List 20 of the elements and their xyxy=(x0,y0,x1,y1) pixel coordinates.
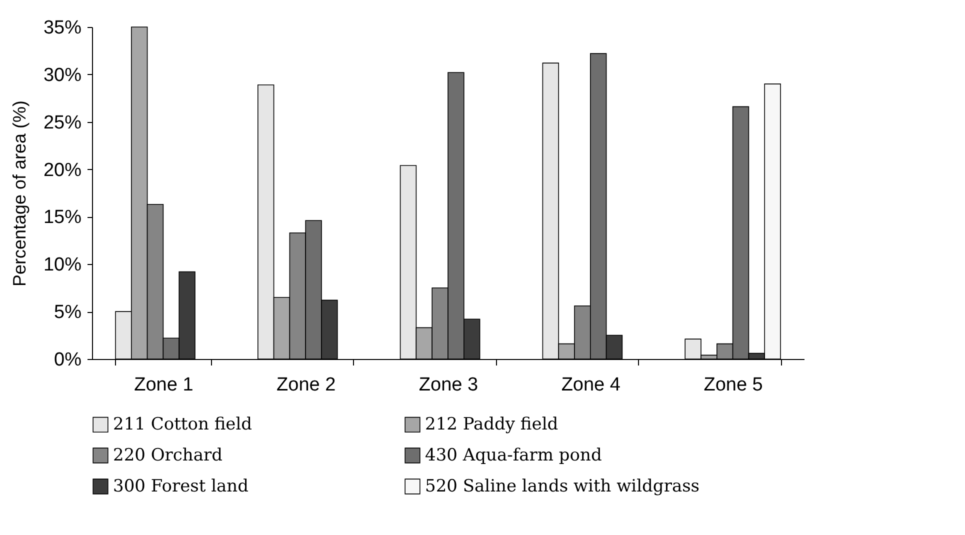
x-tick-label: Zone 4 xyxy=(561,374,621,396)
y-tick-label: 35% xyxy=(43,18,82,38)
legend-label: 211 Cotton field xyxy=(113,414,252,435)
x-tick-label: Zone 3 xyxy=(418,374,478,396)
legend-label: 300 Forest land xyxy=(113,476,249,496)
y-tick-label: 20% xyxy=(43,160,82,181)
legend-label: 212 Paddy field xyxy=(425,414,558,435)
legend-label: 520 Saline lands with wildgrass xyxy=(425,476,700,496)
y-tick-label: 30% xyxy=(43,64,82,86)
x-tick-label: Zone 1 xyxy=(134,374,194,396)
y-axis-title: Percentage of area (%) xyxy=(9,100,30,287)
x-tick-label: Zone 2 xyxy=(276,374,336,396)
x-tick-label: Zone 5 xyxy=(704,374,763,396)
y-tick-label: 15% xyxy=(43,207,82,228)
y-tick-label: 10% xyxy=(43,254,82,276)
y-tick-label: 5% xyxy=(54,302,82,324)
legend-label: 220 Orchard xyxy=(113,446,223,466)
y-tick-label: 25% xyxy=(43,112,82,134)
y-tick-label: 0% xyxy=(54,350,82,370)
legend-label: 430 Aqua-farm pond xyxy=(425,446,602,466)
